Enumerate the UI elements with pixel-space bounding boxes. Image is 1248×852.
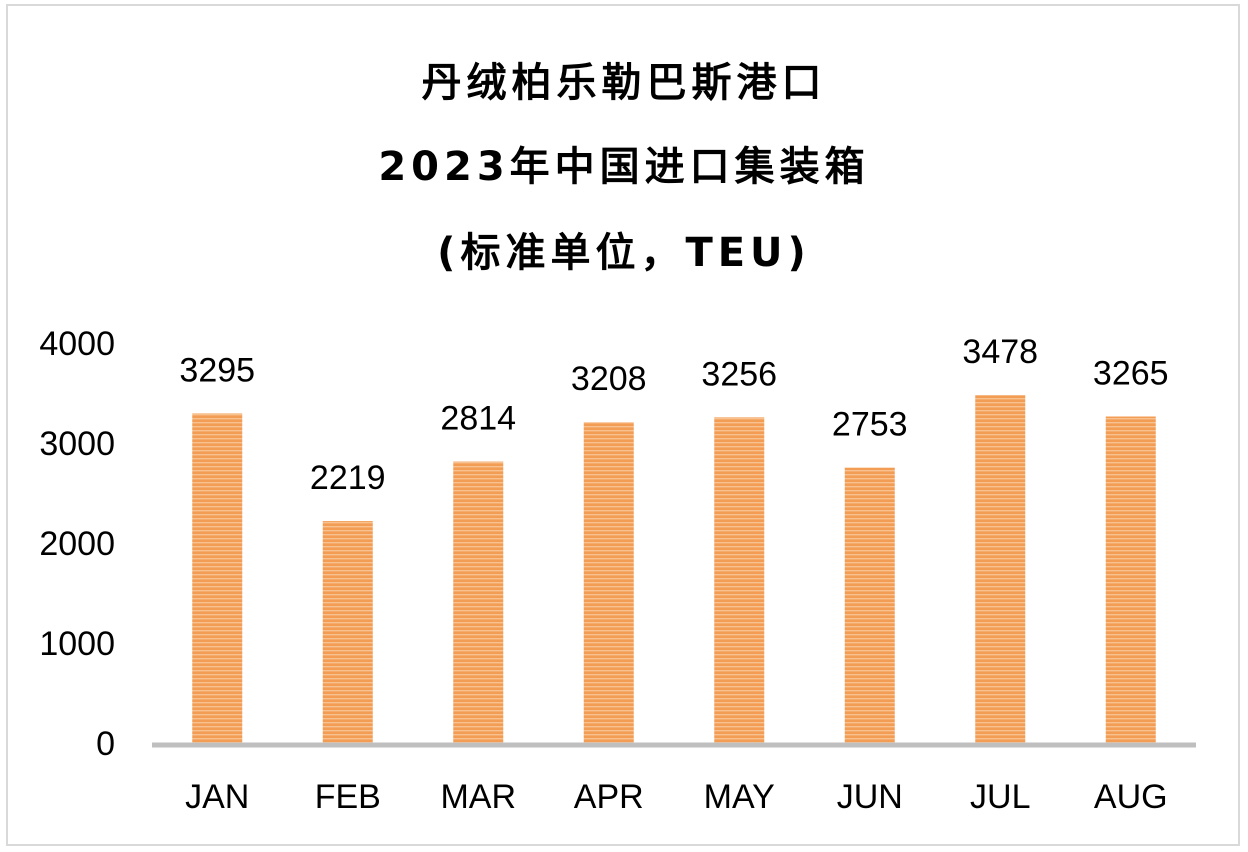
- chart-title-line-3: (标准单位，TEU): [437, 230, 811, 276]
- x-tick-label-jan: JAN: [185, 778, 249, 816]
- bar-feb: [322, 521, 373, 743]
- data-label-may: 3256: [701, 355, 777, 393]
- y-axis-tick-labels: 0 1000 2000 3000 4000: [39, 325, 115, 763]
- y-tick-label: 4000: [39, 325, 115, 363]
- data-label-feb: 2219: [310, 459, 386, 497]
- x-axis-category-labels: JAN FEB MAR APR MAY JUN JUL AUG: [185, 778, 1167, 816]
- data-label-mar: 2814: [440, 400, 516, 438]
- y-tick-label: 3000: [39, 425, 115, 463]
- x-tick-label-jun: JUN: [837, 778, 903, 816]
- bar-series: [192, 395, 1156, 743]
- chart-title-line-1: 丹绒柏乐勒巴斯港口: [421, 60, 827, 106]
- data-label-jan: 3295: [179, 352, 255, 390]
- bar-may: [714, 417, 765, 743]
- bar-aug: [1105, 416, 1156, 743]
- data-label-jul: 3478: [962, 333, 1038, 371]
- bar-jun: [844, 467, 895, 743]
- x-tick-label-may: MAY: [704, 778, 775, 816]
- data-labels: 3295 2219 2814 3208 3256 2753 3478 3265: [179, 333, 1168, 497]
- data-label-jun: 2753: [832, 406, 908, 444]
- x-tick-label-feb: FEB: [315, 778, 381, 816]
- x-tick-label-aug: AUG: [1094, 778, 1168, 816]
- bar-jul: [975, 395, 1026, 743]
- x-tick-label-mar: MAR: [440, 778, 516, 816]
- y-tick-label: 0: [96, 725, 115, 763]
- y-tick-label: 1000: [39, 625, 115, 663]
- bar-apr: [583, 422, 634, 743]
- x-tick-label-jul: JUL: [970, 778, 1030, 816]
- data-label-apr: 3208: [571, 360, 647, 398]
- bar-jan: [192, 413, 243, 743]
- y-tick-label: 2000: [39, 525, 115, 563]
- x-tick-label-apr: APR: [574, 778, 644, 816]
- data-label-aug: 3265: [1093, 355, 1169, 393]
- chart-title-line-2: 2023年中国进口集装箱: [378, 144, 870, 190]
- bar-mar: [453, 461, 504, 743]
